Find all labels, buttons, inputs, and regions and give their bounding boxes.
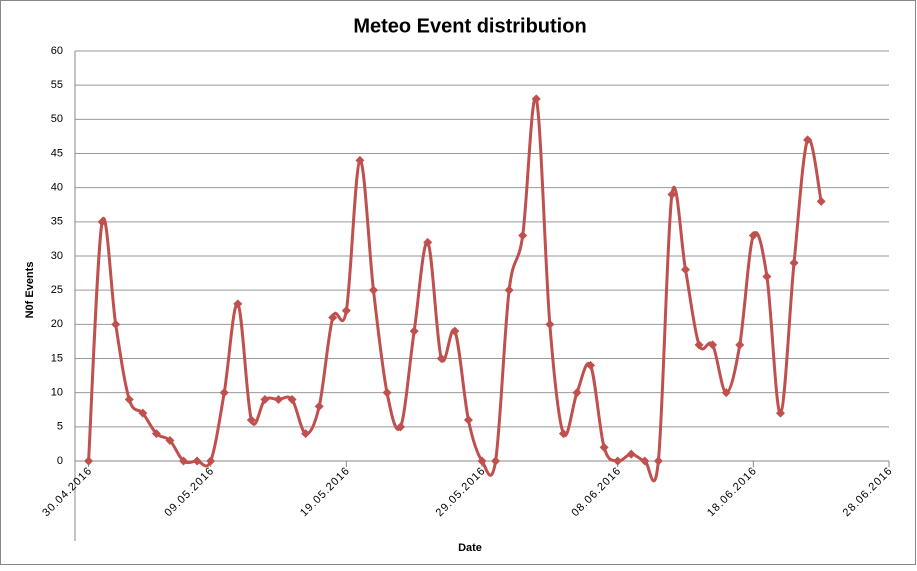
- y-tick-label: 15: [51, 352, 63, 364]
- y-tick-label: 20: [51, 318, 63, 330]
- point-marker: [694, 340, 704, 350]
- point-marker: [667, 190, 677, 199]
- point-marker: [179, 456, 189, 466]
- y-tick-label: 35: [51, 216, 63, 228]
- point-marker: [626, 449, 636, 459]
- point-marker: [219, 388, 229, 398]
- point-marker: [151, 429, 161, 439]
- point-marker: [287, 395, 297, 404]
- point-marker: [463, 415, 473, 425]
- point-marker: [572, 388, 582, 398]
- point-marker: [504, 285, 514, 295]
- y-tick-label: 60: [51, 45, 63, 57]
- point-marker: [274, 395, 283, 404]
- point-marker: [124, 395, 134, 404]
- y-tick-label: 25: [51, 284, 63, 296]
- point-marker: [341, 306, 351, 316]
- x-axis-label: Date: [458, 542, 482, 554]
- point-marker: [84, 456, 94, 466]
- point-marker: [748, 231, 758, 240]
- y-tick-label: 30: [51, 250, 63, 262]
- point-marker: [314, 401, 324, 411]
- y-tick-label: 50: [51, 113, 63, 125]
- point-marker: [355, 155, 365, 165]
- point-marker: [111, 319, 121, 329]
- chart-title: Meteo Event distribution: [353, 15, 586, 37]
- y-tick-label: 0: [57, 455, 63, 467]
- y-tick-label: 40: [51, 182, 63, 194]
- y-axis-label: N0f Events: [24, 262, 36, 319]
- point-marker: [382, 388, 392, 398]
- point-marker: [531, 94, 541, 104]
- point-marker: [436, 354, 446, 363]
- point-marker: [491, 456, 501, 466]
- point-marker: [545, 319, 555, 329]
- point-marker: [789, 258, 799, 268]
- point-marker: [450, 326, 460, 336]
- point-marker: [735, 340, 745, 350]
- point-marker: [558, 429, 568, 439]
- point-marker: [816, 196, 826, 206]
- y-tick-label: 10: [51, 387, 63, 399]
- point-marker: [138, 408, 148, 418]
- point-marker: [233, 299, 243, 309]
- point-marker: [775, 408, 785, 418]
- point-marker: [803, 135, 813, 145]
- point-marker: [613, 456, 623, 466]
- point-marker: [396, 422, 406, 432]
- point-marker: [97, 217, 107, 227]
- y-tick-label: 5: [57, 421, 63, 433]
- y-tick-label: 55: [51, 79, 63, 91]
- point-marker: [721, 388, 731, 398]
- point-marker: [762, 272, 772, 281]
- point-marker: [301, 429, 311, 439]
- point-marker: [328, 313, 338, 322]
- point-marker: [640, 456, 650, 466]
- point-marker: [246, 415, 256, 425]
- y-tick-label: 45: [51, 147, 63, 159]
- point-marker: [192, 456, 202, 466]
- point-marker: [586, 360, 596, 370]
- point-marker: [423, 237, 433, 247]
- point-marker: [409, 326, 419, 336]
- point-marker: [599, 442, 609, 452]
- point-marker: [681, 265, 690, 275]
- point-marker: [653, 456, 663, 466]
- point-marker: [165, 436, 175, 445]
- point-marker: [260, 395, 270, 404]
- point-marker: [368, 285, 378, 295]
- point-marker: [518, 231, 528, 240]
- point-marker: [477, 456, 487, 466]
- point-marker: [708, 340, 718, 350]
- point-marker: [206, 456, 216, 466]
